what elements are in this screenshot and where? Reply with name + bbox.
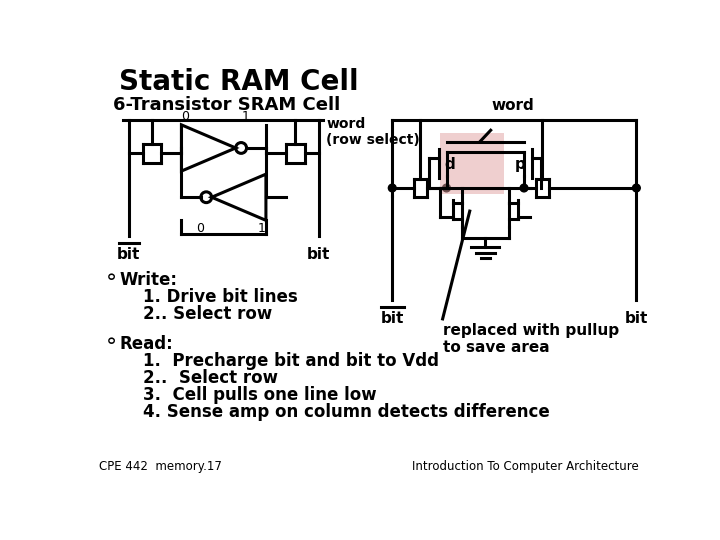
Text: 4. Sense amp on column detects difference: 4. Sense amp on column detects differenc…: [143, 403, 549, 421]
Text: 1: 1: [258, 222, 266, 235]
Text: replaced with pullup
to save area: replaced with pullup to save area: [443, 323, 618, 355]
Text: 2..  Select row: 2.. Select row: [143, 369, 278, 387]
Text: bit: bit: [625, 311, 648, 326]
Text: p: p: [515, 157, 526, 172]
Text: 1: 1: [242, 110, 250, 123]
Circle shape: [443, 184, 451, 192]
Text: Static RAM Cell: Static RAM Cell: [120, 68, 359, 96]
Text: Write:: Write:: [120, 271, 177, 289]
Text: °: °: [106, 273, 117, 293]
Text: bit: bit: [307, 247, 330, 262]
Text: Introduction To Computer Architecture: Introduction To Computer Architecture: [412, 460, 639, 473]
Text: 2.. Select row: 2.. Select row: [143, 305, 272, 323]
Text: CPE 442  memory.17: CPE 442 memory.17: [99, 460, 222, 473]
Text: d: d: [444, 157, 455, 172]
Text: 0: 0: [181, 110, 189, 123]
Text: word: word: [491, 98, 534, 113]
Text: word
(row select): word (row select): [326, 117, 420, 147]
Text: 6-Transistor SRAM Cell: 6-Transistor SRAM Cell: [113, 96, 341, 114]
Text: bit: bit: [381, 311, 404, 326]
Text: 1. Drive bit lines: 1. Drive bit lines: [143, 288, 297, 306]
Text: °: °: [106, 336, 117, 356]
Bar: [441, 132, 504, 194]
Circle shape: [632, 184, 640, 192]
Text: 0: 0: [196, 222, 204, 235]
Circle shape: [520, 184, 528, 192]
Text: 1.  Precharge bit and bit to Vdd: 1. Precharge bit and bit to Vdd: [143, 352, 438, 370]
Text: Read:: Read:: [120, 335, 174, 353]
Text: 3.  Cell pulls one line low: 3. Cell pulls one line low: [143, 386, 377, 404]
Circle shape: [388, 184, 396, 192]
Text: bit: bit: [117, 247, 140, 262]
